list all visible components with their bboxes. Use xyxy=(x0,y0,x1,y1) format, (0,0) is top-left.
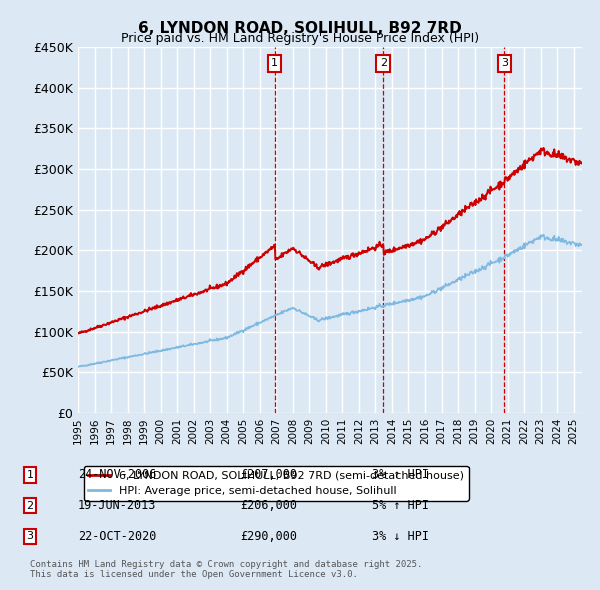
Text: 3: 3 xyxy=(501,58,508,68)
Text: £207,000: £207,000 xyxy=(240,468,297,481)
Text: 24-NOV-2006: 24-NOV-2006 xyxy=(78,468,157,481)
Text: £206,000: £206,000 xyxy=(240,499,297,512)
Text: Price paid vs. HM Land Registry's House Price Index (HPI): Price paid vs. HM Land Registry's House … xyxy=(121,32,479,45)
Text: 1: 1 xyxy=(271,58,278,68)
Text: 5% ↑ HPI: 5% ↑ HPI xyxy=(372,499,429,512)
Text: 1: 1 xyxy=(26,470,34,480)
Text: 22-OCT-2020: 22-OCT-2020 xyxy=(78,530,157,543)
Text: 6, LYNDON ROAD, SOLIHULL, B92 7RD: 6, LYNDON ROAD, SOLIHULL, B92 7RD xyxy=(138,21,462,35)
Text: £290,000: £290,000 xyxy=(240,530,297,543)
Text: 3% ↓ HPI: 3% ↓ HPI xyxy=(372,530,429,543)
Text: 19-JUN-2013: 19-JUN-2013 xyxy=(78,499,157,512)
Text: Contains HM Land Registry data © Crown copyright and database right 2025.
This d: Contains HM Land Registry data © Crown c… xyxy=(30,560,422,579)
Legend: 6, LYNDON ROAD, SOLIHULL, B92 7RD (semi-detached house), HPI: Average price, sem: 6, LYNDON ROAD, SOLIHULL, B92 7RD (semi-… xyxy=(83,466,469,500)
Text: 2: 2 xyxy=(26,501,34,510)
Text: 3% ↑ HPI: 3% ↑ HPI xyxy=(372,468,429,481)
Text: 2: 2 xyxy=(380,58,387,68)
Text: 3: 3 xyxy=(26,532,34,541)
